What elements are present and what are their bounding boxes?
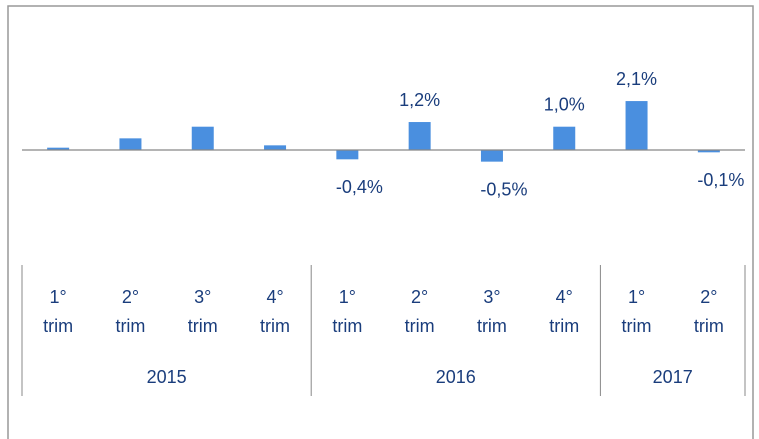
frame	[7, 5, 754, 439]
x-tick-label: 2° trim	[115, 287, 145, 336]
x-tick-line: 4°	[266, 287, 283, 307]
value-label: -0,1%	[697, 170, 744, 190]
x-tick-label: 1° trim	[622, 287, 652, 336]
x-tick-line: 4°	[556, 287, 573, 307]
x-tick-line: trim	[622, 316, 652, 336]
x-tick-line: trim	[188, 316, 218, 336]
x-tick-label: 3° trim	[188, 287, 218, 336]
bar	[47, 147, 70, 150]
group-label: 2016	[436, 367, 476, 387]
bar	[264, 145, 287, 150]
bar	[553, 126, 576, 150]
x-tick-line: trim	[405, 316, 435, 336]
x-tick-line: 3°	[194, 287, 211, 307]
value-label: 2,1%	[616, 69, 657, 89]
value-label: 1,0%	[544, 94, 585, 114]
bar	[697, 150, 720, 153]
x-tick-line: trim	[332, 316, 362, 336]
x-tick-line: 2°	[122, 287, 139, 307]
x-tick-label: 1° trim	[332, 287, 362, 336]
value-label: -0,5%	[480, 179, 527, 199]
x-tick-label: 3° trim	[477, 287, 507, 336]
group-label: 2015	[147, 367, 187, 387]
x-tick-line: trim	[43, 316, 73, 336]
x-tick-label: 2° trim	[405, 287, 435, 336]
bar	[625, 101, 648, 150]
bar	[480, 150, 503, 162]
x-tick-label: 1° trim	[43, 287, 73, 336]
x-tick-line: 2°	[700, 287, 717, 307]
bar	[336, 150, 359, 160]
x-tick-line: trim	[549, 316, 579, 336]
bar	[191, 126, 214, 150]
x-tick-line: 1°	[50, 287, 67, 307]
x-tick-label: 4° trim	[260, 287, 290, 336]
value-label: 1,2%	[399, 90, 440, 110]
bar	[119, 138, 142, 150]
value-label: -0,4%	[336, 177, 383, 197]
x-tick-line: trim	[115, 316, 145, 336]
x-tick-line: trim	[694, 316, 724, 336]
x-tick-line: 1°	[628, 287, 645, 307]
x-tick-line: 3°	[483, 287, 500, 307]
x-tick-label: 2° trim	[694, 287, 724, 336]
bar	[408, 122, 431, 150]
x-tick-line: trim	[260, 316, 290, 336]
x-tick-label: 4° trim	[549, 287, 579, 336]
x-tick-line: trim	[477, 316, 507, 336]
group-label: 2017	[653, 367, 693, 387]
x-tick-line: 2°	[411, 287, 428, 307]
x-tick-line: 1°	[339, 287, 356, 307]
